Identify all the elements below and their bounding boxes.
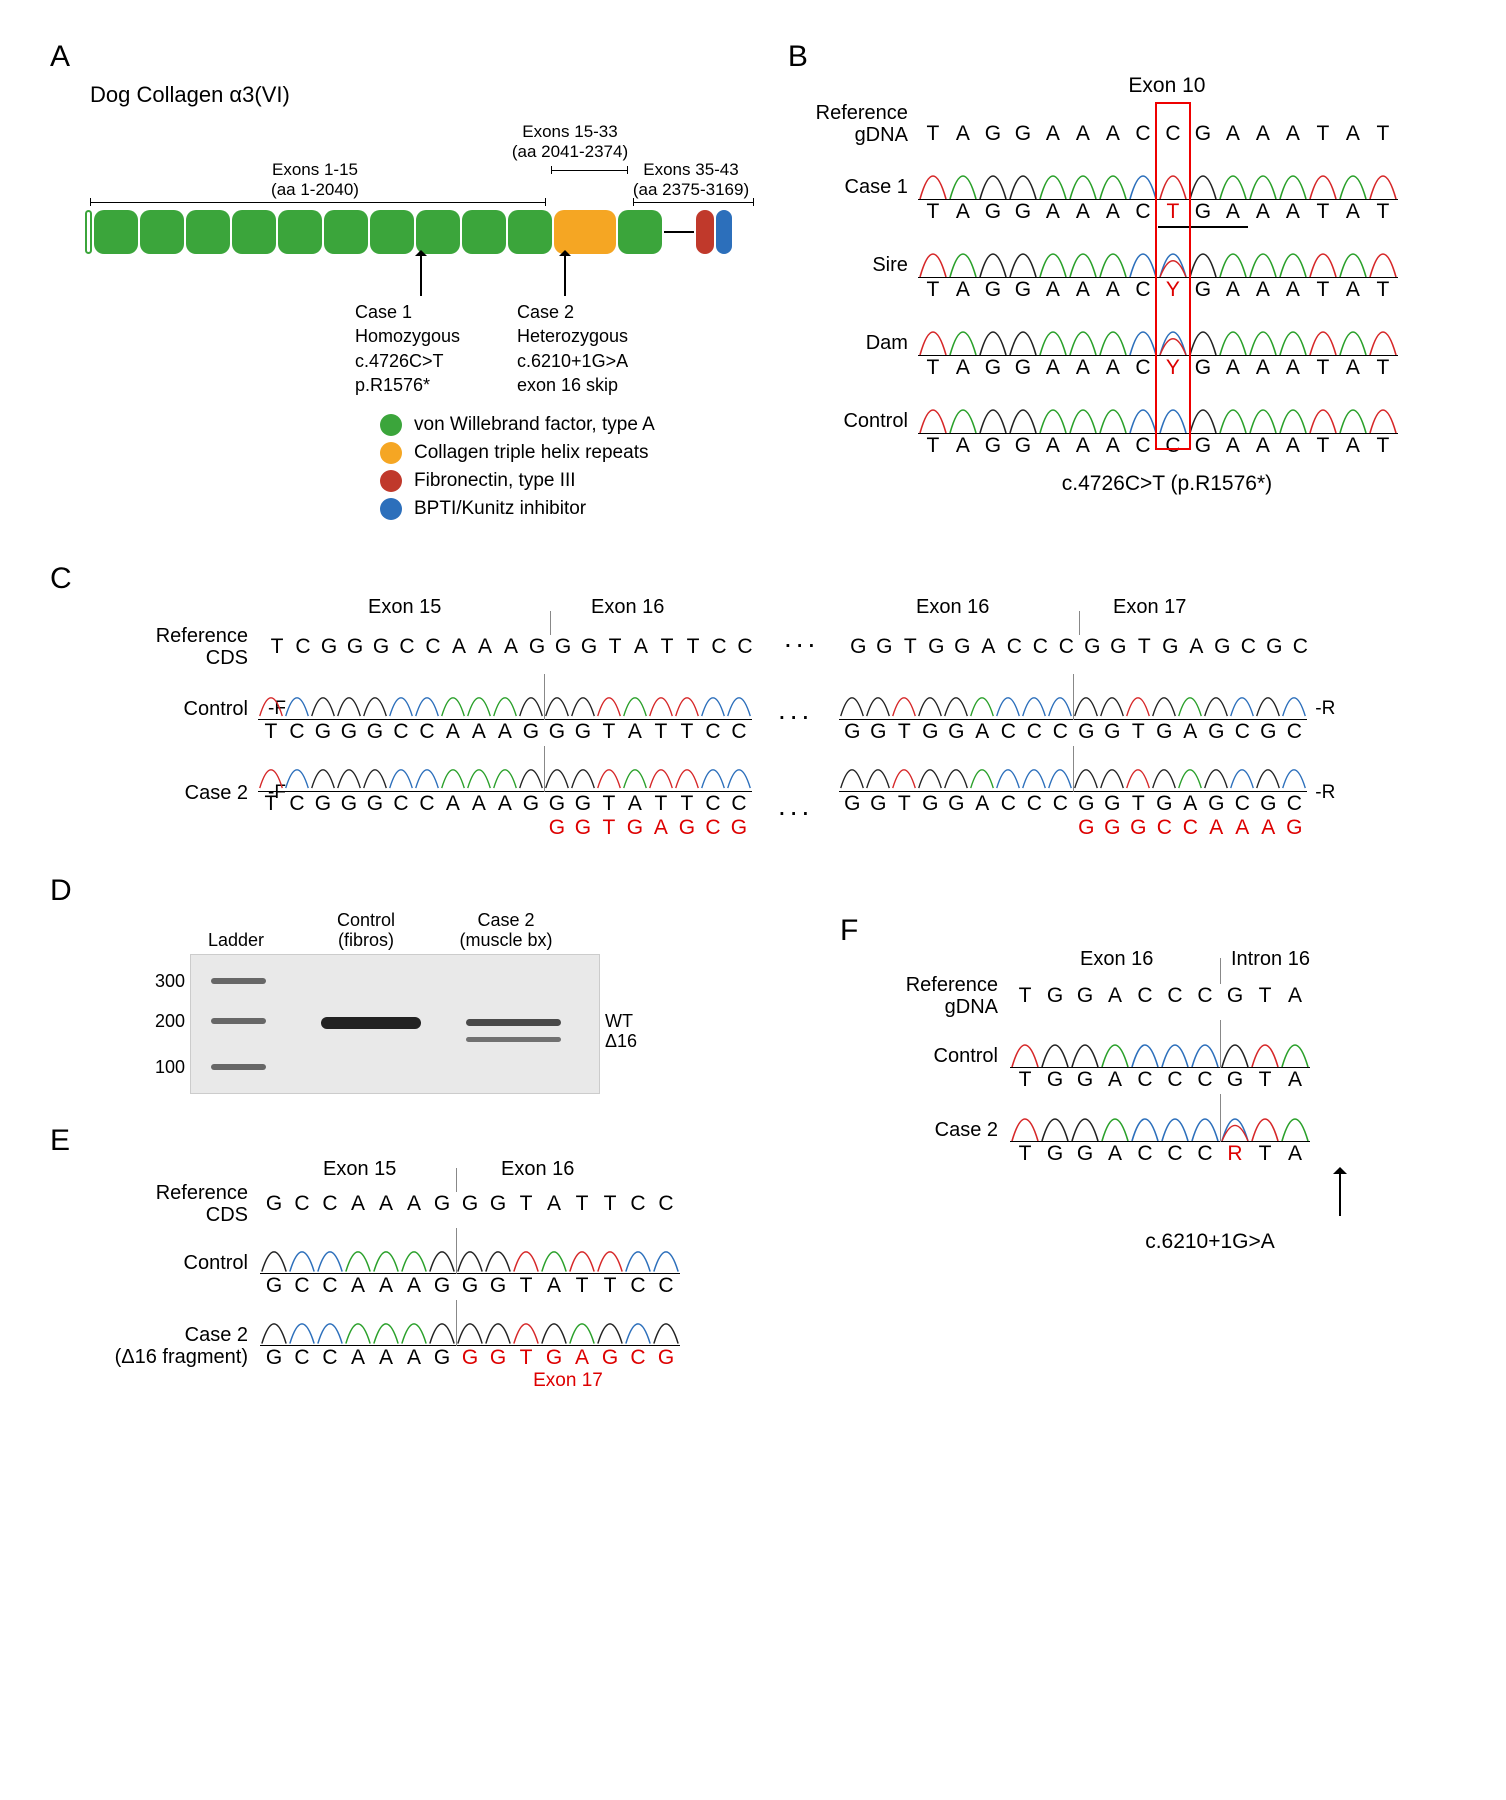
legend-label: Fibronectin, type III xyxy=(414,470,576,492)
case2-l2: Heterozygous xyxy=(517,324,628,348)
gel-image: LadderControl(fibros)Case 2(muscle bx)30… xyxy=(190,954,600,1094)
legend-row: von Willebrand factor, type A xyxy=(380,414,768,436)
domain-vwf xyxy=(278,210,322,254)
case2-l4: exon 16 skip xyxy=(517,373,628,397)
domain-vwf xyxy=(508,210,552,254)
bracket-2-line1: Exons 15-33 xyxy=(500,122,640,142)
panel-f: F Exon 16Intron 16ReferencegDNATGGACCCGT… xyxy=(840,914,1440,1394)
panel-f-label: F xyxy=(840,914,1440,948)
legend-row: Fibronectin, type III xyxy=(380,470,768,492)
domain-vwf xyxy=(324,210,368,254)
panel-a: A Dog Collagen α3(VI) Exons 1-15 (aa 1-2… xyxy=(50,40,768,526)
bracket-1-line2: (aa 1-2040) xyxy=(85,180,545,200)
panel-e-label: E xyxy=(50,1124,790,1158)
panel-c-label: C xyxy=(50,562,1456,596)
panel-a-label: A xyxy=(50,40,768,74)
panel-b-grid: ReferencegDNATAGGAAACCGAAATATCase 1TAGGA… xyxy=(788,102,1456,458)
panel-c-body: Exon 15Exon 16 Exon 16Exon 17ReferenceCD… xyxy=(110,596,1456,840)
legend-label: BPTI/Kunitz inhibitor xyxy=(414,498,586,520)
panel-b-caption: c.4726C>T (p.R1576*) xyxy=(878,472,1456,496)
figure: A Dog Collagen α3(VI) Exons 1-15 (aa 1-2… xyxy=(50,40,1456,1394)
case1-l4: p.R1576* xyxy=(355,373,460,397)
line xyxy=(664,231,694,233)
legend-label: Collagen triple helix repeats xyxy=(414,442,648,464)
panel-a-legend: von Willebrand factor, type A Collagen tr… xyxy=(380,414,768,520)
panel-a-title: Dog Collagen α3(VI) xyxy=(90,82,768,108)
panel-a-bottom-annotations: Case 1 Homozygous c.4726C>T p.R1576* Cas… xyxy=(85,254,768,404)
panel-b-label: B xyxy=(788,40,1456,74)
domain-fn3 xyxy=(696,210,714,254)
panel-b-title: Exon 10 xyxy=(878,74,1456,98)
panel-e-body: Exon 15Exon 16ReferenceCDSGCCAAAGGGTATTC… xyxy=(90,1158,790,1392)
case2-l3: c.6210+1G>A xyxy=(517,349,628,373)
panel-e: E Exon 15Exon 16ReferenceCDSGCCAAAGGGTAT… xyxy=(50,1124,790,1392)
legend-row: Collagen triple helix repeats xyxy=(380,442,768,464)
domain-vwf xyxy=(618,210,662,254)
ref-label: ReferencegDNA xyxy=(788,102,918,146)
bracket-3-line2: (aa 2375-3169) xyxy=(611,180,771,200)
domain-vwf xyxy=(462,210,506,254)
domain-vwf xyxy=(186,210,230,254)
domain-bpti xyxy=(716,210,732,254)
case2-l1: Case 2 xyxy=(517,300,628,324)
case1-l3: c.4726C>T xyxy=(355,349,460,373)
case1-l1: Case 1 xyxy=(355,300,460,324)
bracket-1-line1: Exons 1-15 xyxy=(85,160,545,180)
domain-vwf xyxy=(232,210,276,254)
panel-d-label: D xyxy=(50,874,790,908)
row-label: Dam xyxy=(788,332,918,354)
legend-row: BPTI/Kunitz inhibitor xyxy=(380,498,768,520)
legend-label: von Willebrand factor, type A xyxy=(414,414,655,436)
panel-b: B Exon 10 ReferencegDNATAGGAAACCGAAATATC… xyxy=(788,40,1456,526)
bracket-3-line1: Exons 35-43 xyxy=(611,160,771,180)
row-label: Sire xyxy=(788,254,918,276)
panel-d: D LadderControl(fibros)Case 2(muscle bx)… xyxy=(50,874,790,1094)
panel-f-body: Exon 16Intron 16ReferencegDNATGGACCCGTAC… xyxy=(870,948,1440,1254)
domain-vwf xyxy=(140,210,184,254)
case1-l2: Homozygous xyxy=(355,324,460,348)
row-label: Case 1 xyxy=(788,176,918,198)
row-label: Control xyxy=(788,410,918,432)
panel-c: C Exon 15Exon 16 Exon 16Exon 17Reference… xyxy=(50,562,1456,840)
domain-vwf xyxy=(370,210,414,254)
panel-a-top-annotations: Exons 1-15 (aa 1-2040) Exons 15-33 (aa 2… xyxy=(85,130,768,210)
domain-vwf xyxy=(94,210,138,254)
domain-vwf xyxy=(85,210,92,254)
